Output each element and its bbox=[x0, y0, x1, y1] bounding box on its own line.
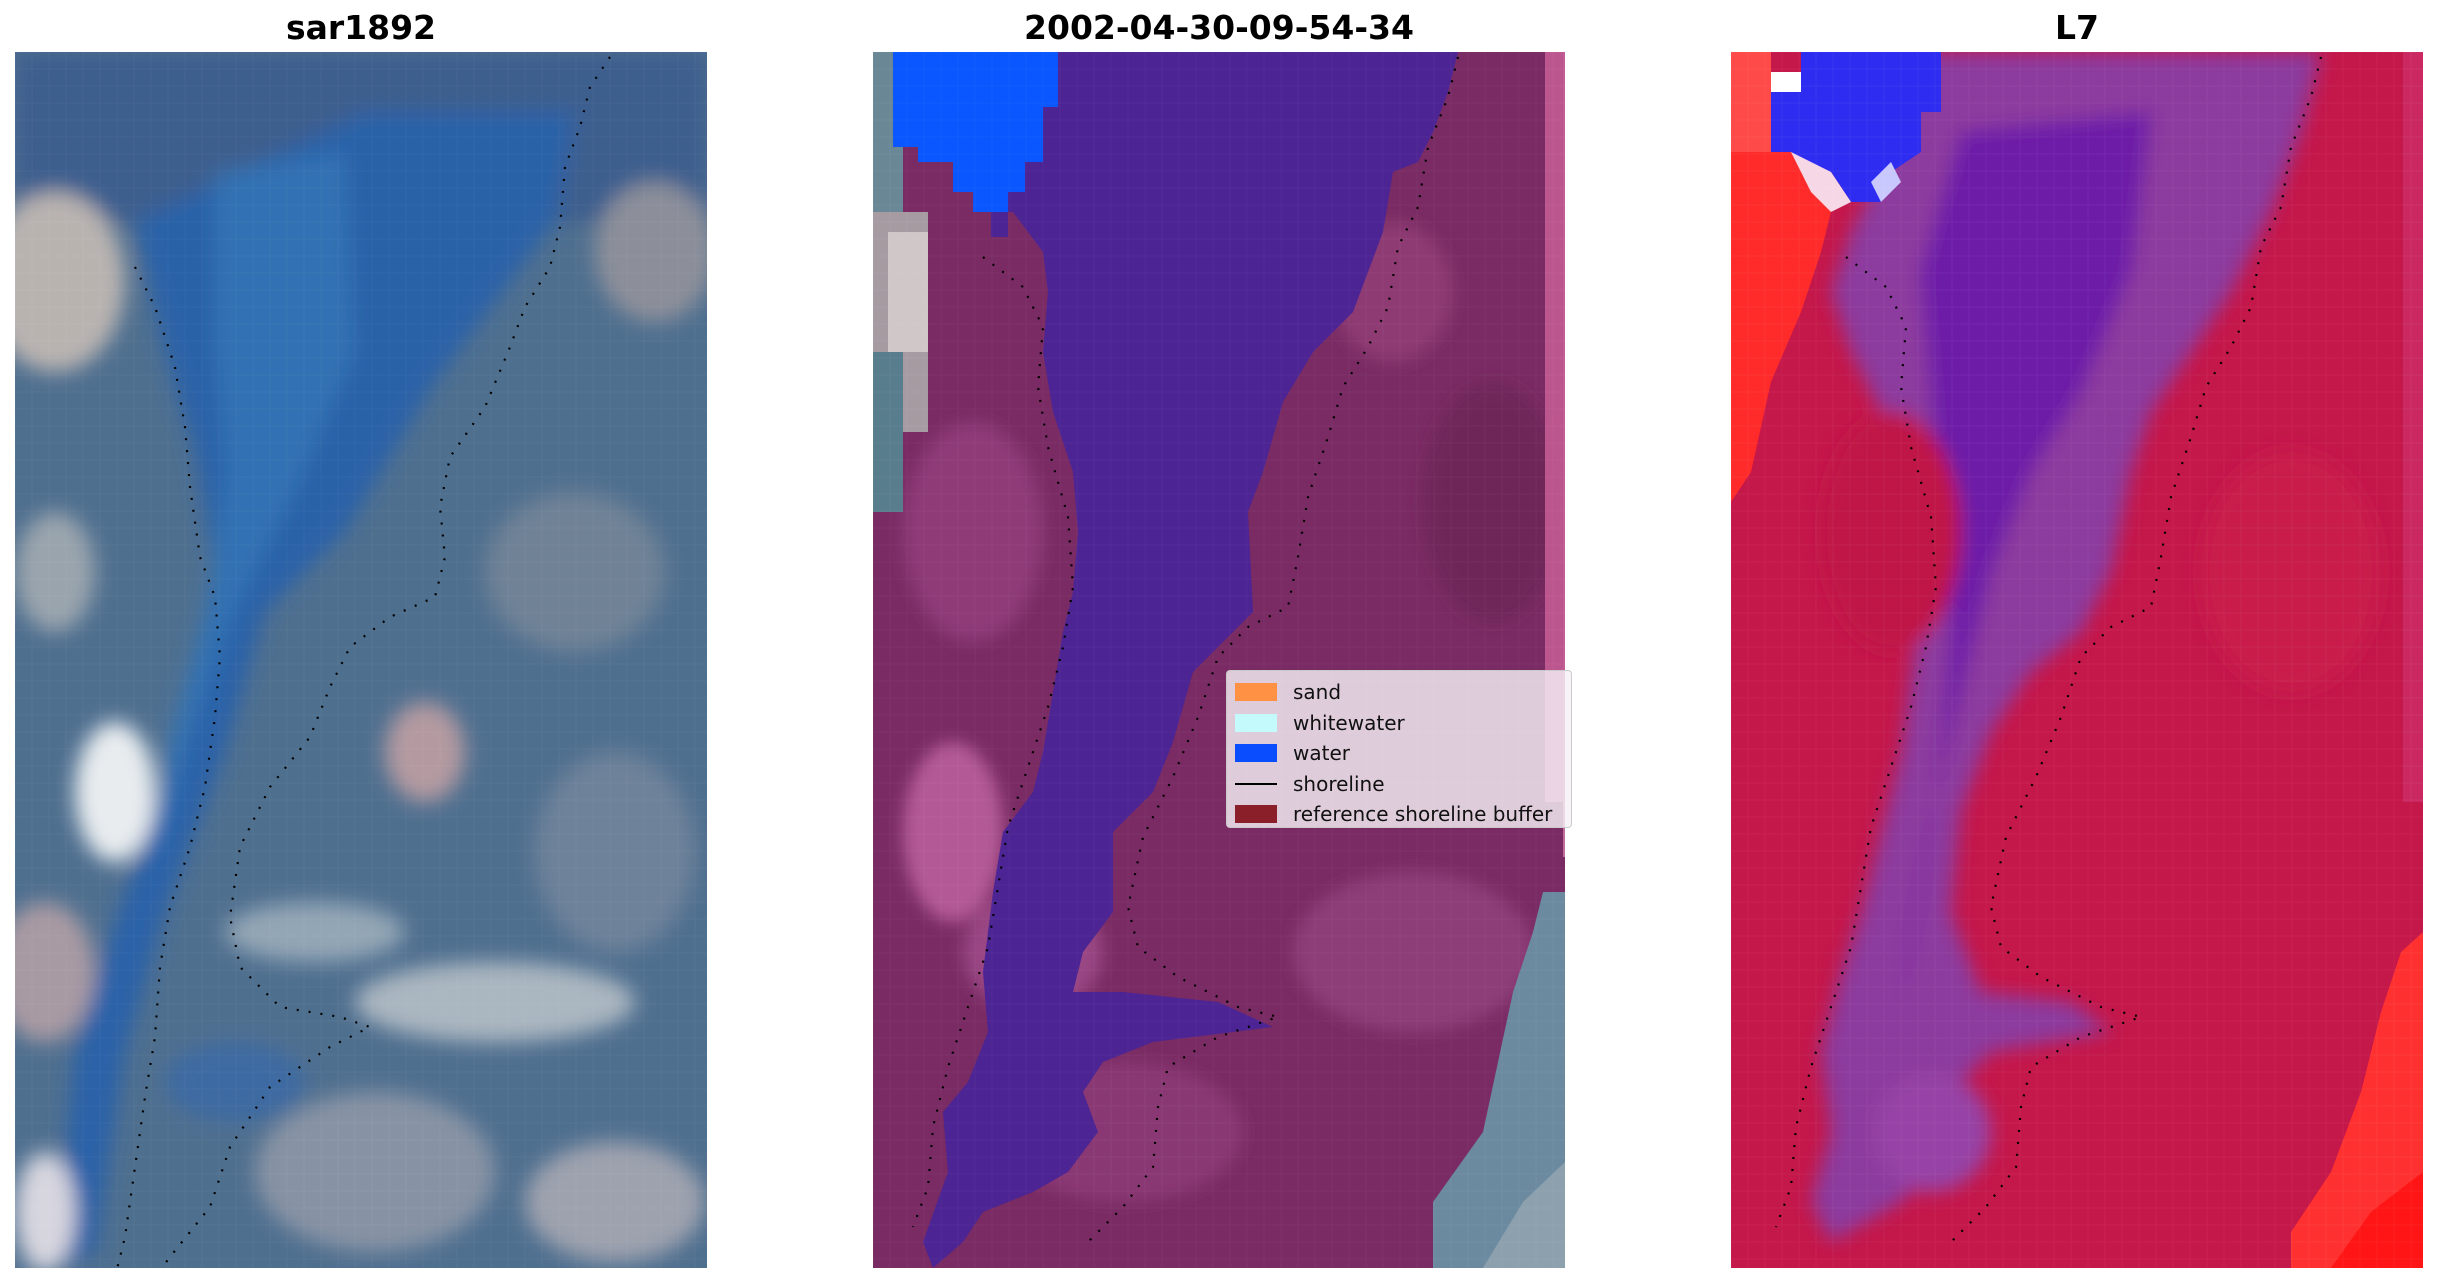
classified-image bbox=[873, 52, 1565, 1268]
sand-swatch bbox=[1235, 683, 1277, 702]
legend-item-whitewater: whitewater bbox=[1235, 708, 1563, 739]
rgb-image-panel bbox=[15, 52, 707, 1268]
reference-buffer-swatch bbox=[1235, 805, 1277, 824]
rgb-image bbox=[15, 52, 707, 1268]
legend-label-shoreline: shoreline bbox=[1293, 771, 1385, 796]
shoreline-line-swatch bbox=[1235, 782, 1277, 785]
legend-item-sand: sand bbox=[1235, 677, 1563, 708]
legend: sand whitewater water shoreline referenc… bbox=[1226, 670, 1572, 828]
panel-title-classified: 2002-04-30-09-54-34 bbox=[1024, 8, 1414, 47]
legend-label-water: water bbox=[1293, 741, 1350, 766]
legend-label-whitewater: whitewater bbox=[1293, 710, 1405, 735]
legend-label-sand: sand bbox=[1293, 680, 1342, 705]
legend-item-reference-buffer: reference shoreline buffer bbox=[1235, 799, 1563, 830]
panel-title-rgb: sar1892 bbox=[285, 8, 437, 47]
index-image bbox=[1731, 52, 2423, 1268]
water-swatch bbox=[1235, 744, 1277, 763]
panel-title-index: L7 bbox=[2055, 8, 2099, 47]
classified-image-panel bbox=[873, 52, 1565, 1268]
legend-item-shoreline: shoreline bbox=[1235, 769, 1563, 800]
legend-item-water: water bbox=[1235, 738, 1563, 769]
index-image-panel bbox=[1731, 52, 2423, 1268]
legend-label-reference-buffer: reference shoreline buffer bbox=[1293, 802, 1553, 827]
whitewater-swatch bbox=[1235, 713, 1277, 732]
